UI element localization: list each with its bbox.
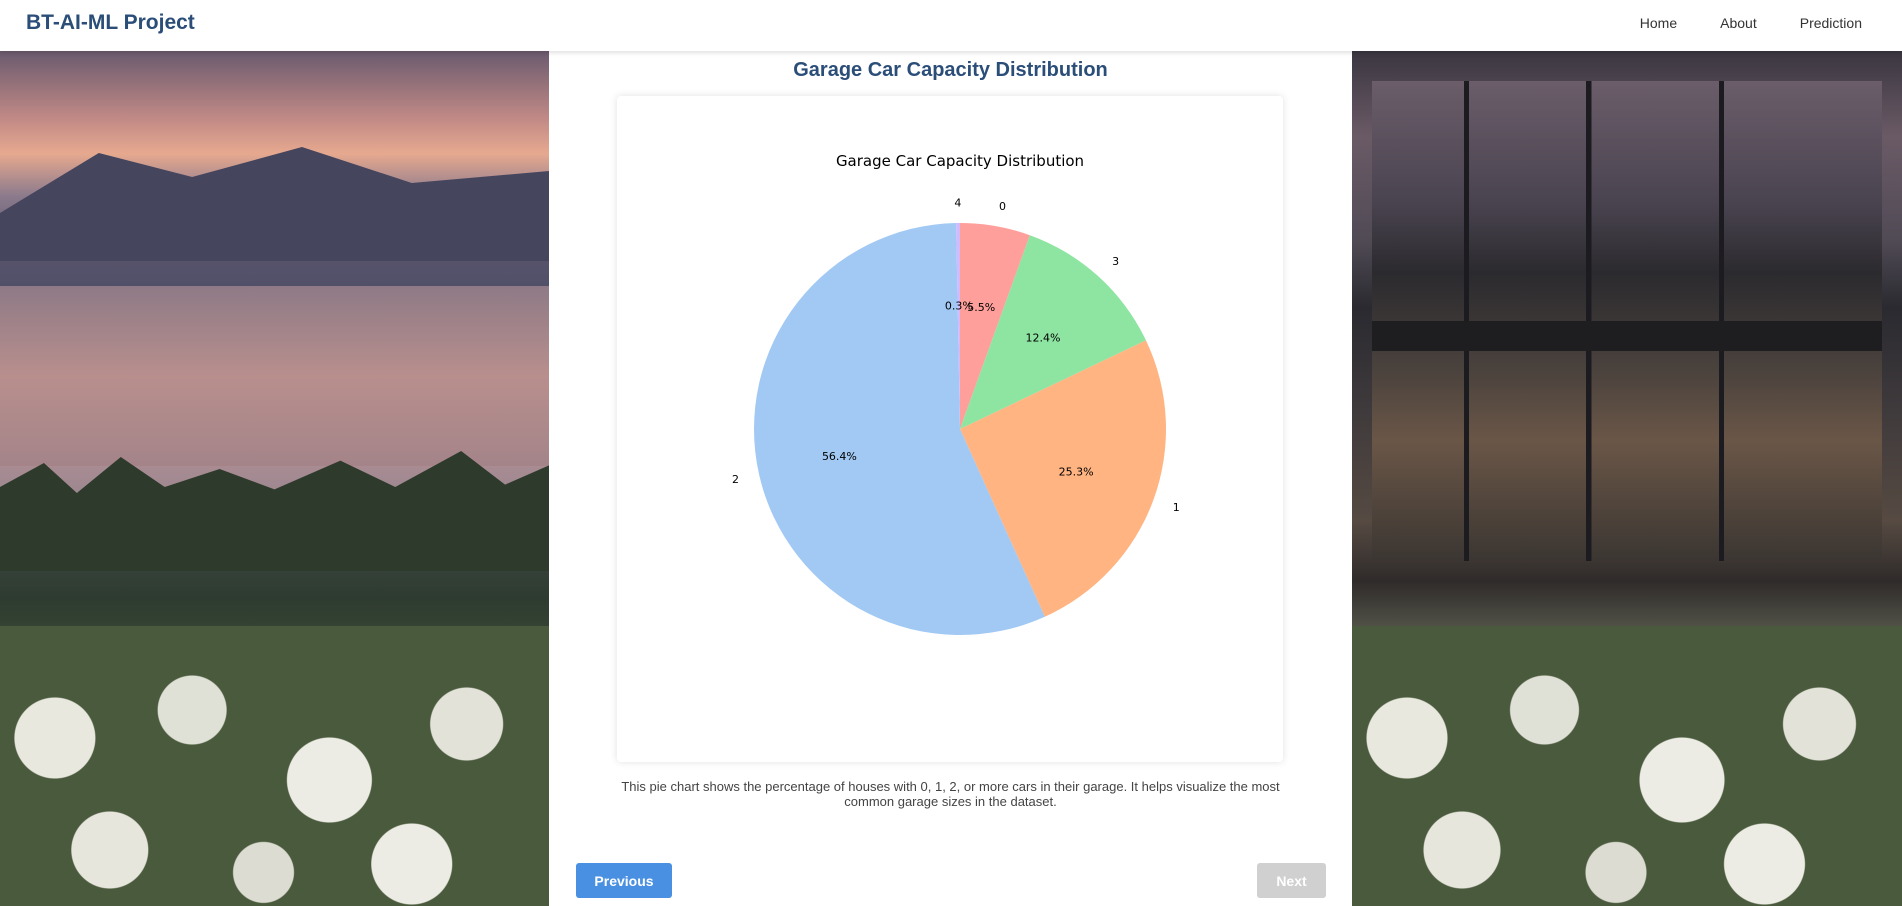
slice-label-3: 3 xyxy=(1112,255,1119,268)
slice-percent-1: 25.3% xyxy=(1059,465,1094,478)
mountains xyxy=(0,147,549,261)
pie-slice-1 xyxy=(960,340,1166,617)
hydrangea-flowers xyxy=(0,626,549,906)
next-button[interactable]: Next xyxy=(1257,863,1326,898)
floor-band xyxy=(1372,321,1882,351)
slice-label-4: 4 xyxy=(954,196,961,209)
slice-percent-3: 12.4% xyxy=(1025,331,1060,344)
tree-line xyxy=(0,451,549,571)
chart-caption: This pie chart shows the percentage of h… xyxy=(621,779,1280,809)
main-content: Garage Car Capacity Distribution Garage … xyxy=(549,51,1352,906)
hydrangea-flowers xyxy=(1352,626,1902,906)
previous-button[interactable]: Previous xyxy=(576,863,672,898)
nav-link-prediction[interactable]: Prediction xyxy=(1799,15,1862,31)
navbar: BT-AI-ML Project Home About Prediction xyxy=(0,0,1902,51)
chart-card: Garage Car Capacity Distribution 0 5.5% 3 1… xyxy=(617,96,1283,762)
slice-percent-0: 5.5% xyxy=(967,301,995,314)
glass-house xyxy=(1372,81,1882,561)
page-title: Garage Car Capacity Distribution xyxy=(793,59,1108,81)
nav-links: Home About Prediction xyxy=(1597,15,1862,31)
slice-percent-2: 56.4% xyxy=(822,450,857,463)
nav-link-home[interactable]: Home xyxy=(1639,15,1678,31)
slice-label-2: 2 xyxy=(732,473,739,486)
pie-slice-3 xyxy=(960,235,1146,429)
background-image-left xyxy=(0,51,549,906)
pie-slice-0 xyxy=(960,223,1030,429)
pie-slice-4 xyxy=(956,223,960,429)
chart-title: Garage Car Capacity Distribution xyxy=(836,152,1084,170)
slice-label-0: 0 xyxy=(999,200,1006,213)
pie-chart: Garage Car Capacity Distribution 0 5.5% 3 1… xyxy=(732,152,1180,635)
slice-percent-4: 0.3% xyxy=(945,299,973,312)
pie-labels: 0 5.5% 3 12.4% 1 25.3% 2 56.4% 4 0.3% xyxy=(732,196,1180,513)
pie-slice-2 xyxy=(754,223,1045,635)
background-image-right xyxy=(1352,51,1902,906)
slice-label-1: 1 xyxy=(1173,501,1180,514)
pie-slices xyxy=(754,223,1166,635)
lake xyxy=(0,286,549,466)
brand-logo[interactable]: BT-AI-ML Project xyxy=(26,11,195,34)
nav-link-about[interactable]: About xyxy=(1720,15,1757,31)
